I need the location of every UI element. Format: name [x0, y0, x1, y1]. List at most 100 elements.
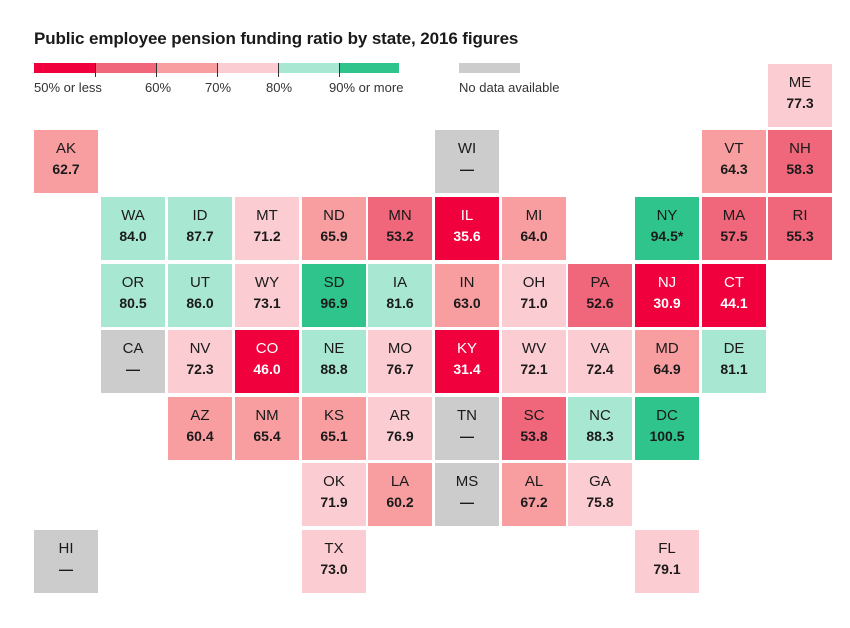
state-abbr: CO — [255, 340, 279, 357]
state-abbr: NY — [656, 207, 678, 224]
state-tile-ut: UT 86.0 — [168, 264, 232, 327]
state-tile-hi: HI — — [34, 530, 98, 593]
state-abbr: NM — [255, 407, 279, 424]
state-abbr: TX — [324, 540, 344, 557]
state-tile-ak: AK 62.7 — [34, 130, 98, 193]
state-abbr: ID — [192, 207, 208, 224]
state-abbr: VA — [590, 340, 610, 357]
state-value: 64.3 — [720, 161, 748, 177]
state-abbr: NC — [589, 407, 611, 424]
state-value: 75.8 — [586, 494, 614, 510]
state-value: 64.0 — [520, 228, 548, 244]
state-abbr: WA — [121, 207, 145, 224]
state-abbr: IL — [460, 207, 474, 224]
legend-tick — [217, 63, 218, 77]
state-tile-ok: OK 71.9 — [302, 463, 366, 526]
state-abbr: OK — [323, 473, 345, 490]
state-abbr: AZ — [190, 407, 210, 424]
state-value: 71.2 — [253, 228, 281, 244]
state-abbr: NE — [323, 340, 345, 357]
state-tile-mi: MI 64.0 — [502, 197, 566, 260]
legend-label-90-or-more: 90% or more — [329, 80, 404, 95]
state-tile-nd: ND 65.9 — [302, 197, 366, 260]
legend-label-50-or-less: 50% or less — [34, 80, 102, 95]
state-value: 52.6 — [586, 295, 614, 311]
state-tile-al: AL 67.2 — [502, 463, 566, 526]
legend-label-80: 80% — [266, 80, 293, 95]
state-abbr: MN — [388, 207, 412, 224]
state-abbr: AK — [55, 140, 76, 157]
state-abbr: OR — [121, 274, 145, 291]
state-abbr: TN — [457, 407, 477, 424]
state-value: 72.4 — [586, 361, 614, 377]
state-abbr: ND — [323, 207, 345, 224]
state-abbr: RI — [792, 207, 808, 224]
state-value: 86.0 — [186, 295, 214, 311]
state-tile-ne: NE 88.8 — [302, 330, 366, 393]
legend-tick — [95, 63, 96, 77]
state-value: — — [460, 428, 474, 444]
state-abbr: MA — [722, 207, 746, 224]
state-abbr: KY — [456, 340, 477, 357]
state-value: 76.9 — [386, 428, 414, 444]
state-tile-me: ME 77.3 — [768, 64, 832, 127]
state-abbr: NV — [189, 340, 211, 357]
state-value: 65.9 — [320, 228, 348, 244]
state-tile-tn: TN — — [435, 397, 499, 460]
legend-swatch-60 — [95, 63, 156, 73]
state-abbr: KS — [323, 407, 344, 424]
state-abbr: MS — [455, 473, 479, 490]
state-tile-wi: WI — — [435, 130, 499, 193]
state-value: 81.1 — [720, 361, 748, 377]
state-abbr: UT — [190, 274, 210, 291]
state-abbr: MO — [387, 340, 413, 357]
legend-swatch-80 — [217, 63, 278, 73]
state-value: 53.2 — [386, 228, 414, 244]
state-abbr: MD — [655, 340, 679, 357]
legend-label-60: 60% — [145, 80, 172, 95]
state-value: 71.9 — [320, 494, 348, 510]
legend-swatch-50-or-less — [34, 63, 95, 73]
state-tile-az: AZ 60.4 — [168, 397, 232, 460]
legend-label-no-data: No data available — [459, 80, 560, 95]
state-abbr: AR — [389, 407, 411, 424]
state-abbr: DE — [723, 340, 745, 357]
state-value: — — [59, 561, 73, 577]
state-value: 62.7 — [52, 161, 80, 177]
state-tile-nc: NC 88.3 — [568, 397, 632, 460]
state-value: 79.1 — [653, 561, 681, 577]
state-tile-mn: MN 53.2 — [368, 197, 432, 260]
state-tile-wy: WY 73.1 — [235, 264, 299, 327]
state-value: 65.1 — [320, 428, 348, 444]
state-value: 60.4 — [186, 428, 214, 444]
state-tile-wa: WA 84.0 — [101, 197, 165, 260]
state-value: 35.6 — [453, 228, 481, 244]
state-abbr: MT — [256, 207, 278, 224]
legend-swatch-90 — [278, 63, 339, 73]
state-abbr: NH — [789, 140, 811, 157]
state-abbr: ME — [788, 74, 812, 91]
state-tile-ks: KS 65.1 — [302, 397, 366, 460]
state-tile-wv: WV 72.1 — [502, 330, 566, 393]
state-value: 58.3 — [786, 161, 814, 177]
state-tile-nj: NJ 30.9 — [635, 264, 699, 327]
legend-swatch-90-or-more — [339, 63, 399, 73]
state-tile-il: IL 35.6 — [435, 197, 499, 260]
state-value: 80.5 — [119, 295, 147, 311]
state-value: 65.4 — [253, 428, 281, 444]
state-abbr: SC — [523, 407, 545, 424]
state-tile-sc: SC 53.8 — [502, 397, 566, 460]
state-tile-la: LA 60.2 — [368, 463, 432, 526]
state-tile-ny: NY 94.5* — [635, 197, 699, 260]
state-abbr: VT — [724, 140, 744, 157]
state-tile-or: OR 80.5 — [101, 264, 165, 327]
state-abbr: DC — [656, 407, 678, 424]
state-tile-id: ID 87.7 — [168, 197, 232, 260]
state-abbr: IN — [459, 274, 475, 291]
state-value: 64.9 — [653, 361, 681, 377]
state-tile-de: DE 81.1 — [702, 330, 766, 393]
state-tile-ar: AR 76.9 — [368, 397, 432, 460]
state-abbr: SD — [323, 274, 345, 291]
state-abbr: GA — [589, 473, 611, 490]
state-value: 53.8 — [520, 428, 548, 444]
